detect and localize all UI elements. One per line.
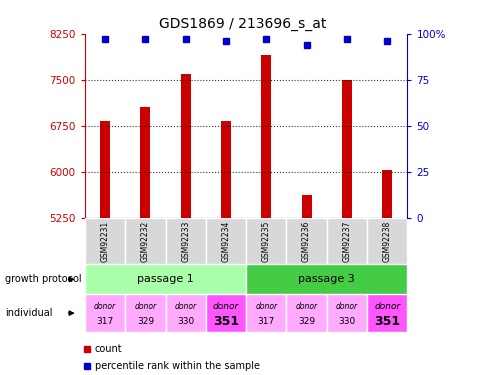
Bar [366, 217, 407, 264]
Text: individual: individual [5, 308, 52, 318]
Text: count: count [94, 344, 122, 354]
Bar [326, 217, 366, 264]
Text: 329: 329 [136, 317, 153, 326]
Text: percentile rank within the sample: percentile rank within the sample [94, 361, 259, 370]
Text: GSM92237: GSM92237 [342, 220, 351, 262]
Bar [85, 294, 125, 332]
Text: donor: donor [255, 302, 277, 311]
Text: GSM92232: GSM92232 [140, 220, 150, 262]
Text: GSM92235: GSM92235 [261, 220, 270, 262]
Bar [341, 80, 351, 218]
Bar [301, 195, 311, 217]
Bar [326, 294, 366, 332]
Text: GSM92234: GSM92234 [221, 220, 230, 262]
Bar [165, 294, 205, 332]
Text: 330: 330 [338, 317, 355, 326]
Bar [165, 217, 205, 264]
Text: GDS1869 / 213696_s_at: GDS1869 / 213696_s_at [158, 17, 326, 31]
Text: donor: donor [212, 302, 239, 311]
Text: 351: 351 [374, 315, 399, 328]
Text: passage 3: passage 3 [298, 274, 354, 284]
Text: GSM92238: GSM92238 [382, 220, 391, 262]
Bar [125, 217, 165, 264]
Bar [140, 107, 150, 218]
Bar [286, 294, 326, 332]
Bar [85, 217, 125, 264]
Text: 351: 351 [212, 315, 239, 328]
Bar [205, 294, 245, 332]
Bar [205, 217, 245, 264]
Bar [261, 55, 271, 217]
Text: donor: donor [134, 302, 156, 311]
Bar [85, 264, 245, 294]
Text: 317: 317 [96, 317, 113, 326]
Bar [245, 294, 286, 332]
Bar [125, 294, 165, 332]
Text: 317: 317 [257, 317, 274, 326]
Bar [381, 170, 392, 217]
Bar [100, 122, 110, 218]
Bar [245, 217, 286, 264]
Text: passage 1: passage 1 [137, 274, 194, 284]
Text: donor: donor [174, 302, 197, 311]
Bar [366, 294, 407, 332]
Text: GSM92233: GSM92233 [181, 220, 190, 262]
Text: donor: donor [373, 302, 399, 311]
Bar [286, 217, 326, 264]
Text: GSM92231: GSM92231 [100, 220, 109, 262]
Text: 329: 329 [298, 317, 315, 326]
Text: 330: 330 [177, 317, 194, 326]
Text: donor: donor [94, 302, 116, 311]
Text: donor: donor [295, 302, 317, 311]
Text: growth protocol: growth protocol [5, 274, 81, 284]
Bar [221, 122, 230, 218]
Text: GSM92236: GSM92236 [302, 220, 310, 262]
Bar [245, 264, 407, 294]
Text: donor: donor [335, 302, 357, 311]
Bar [180, 74, 190, 217]
